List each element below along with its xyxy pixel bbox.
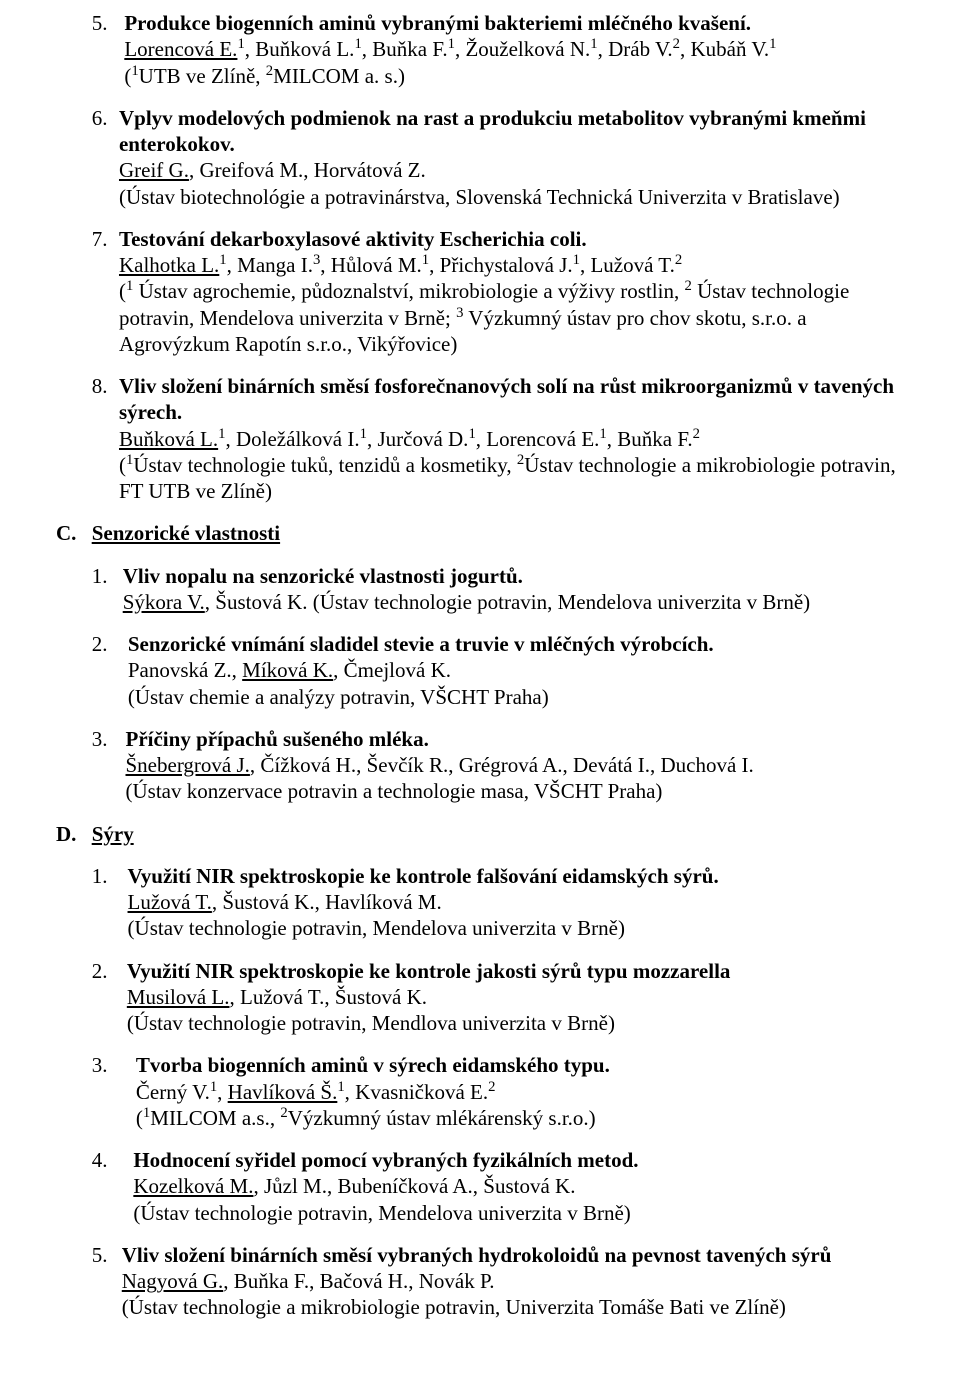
item-authors: Černý V.1, Havlíková Š.1, Kvasničková E.… — [136, 1080, 496, 1104]
item-authors: Šnebergrová J., Čížková H., Ševčík R., G… — [126, 753, 754, 777]
section-d-items: 1.Využití NIR spektroskopie ke kontrole … — [92, 863, 904, 1321]
list-item: 5.Vliv složení binárních směsí vybraných… — [92, 1242, 904, 1321]
item-affiliation: (Ústav technologie potravin, Mendelova u… — [128, 916, 625, 940]
list-item: 6.Vplyv modelových podmienok na rast a p… — [92, 105, 904, 210]
item-number: 5. — [92, 1242, 122, 1321]
item-authors: Lorencová E.1, Buňková L.1, Buňka F.1, Ž… — [124, 37, 776, 61]
item-authors: Greif G., Greifová M., Horvátová Z. — [119, 158, 426, 182]
item-body: Vliv nopalu na senzorické vlastnosti jog… — [123, 563, 904, 616]
item-number: 1. — [92, 563, 123, 616]
item-title: Vliv složení binárních směsí vybraných h… — [122, 1243, 832, 1267]
item-authors: Musilová L., Lužová T., Šustová K. — [127, 985, 427, 1009]
item-body: Vliv složení binárních směsí fosforečnan… — [119, 373, 904, 504]
item-body: Produkce biogenních aminů vybranými bakt… — [124, 10, 904, 89]
item-body: Využití NIR spektroskopie ke kontrole fa… — [128, 863, 904, 942]
item-affiliation: (1Ústav technologie tuků, tenzidů a kosm… — [119, 453, 896, 503]
item-number: 2. — [92, 958, 127, 1037]
item-affiliation: (Ústav chemie a analýzy potravin, VŠCHT … — [128, 685, 549, 709]
item-authors: Lužová T., Šustová K., Havlíková M. — [128, 890, 442, 914]
item-affiliation: (Ústav technologie potravin, Mendlova un… — [127, 1011, 615, 1035]
list-item: 3.Tvorba biogenních aminů v sýrech eidam… — [92, 1052, 904, 1131]
item-title: Vplyv modelových podmienok na rast a pro… — [119, 106, 866, 156]
item-number: 3. — [92, 1052, 136, 1131]
item-number: 7. — [92, 226, 119, 357]
list-item: 7.Testování dekarboxylasové aktivity Esc… — [92, 226, 904, 357]
item-number: 4. — [92, 1147, 134, 1226]
item-number: 6. — [92, 105, 119, 210]
item-affiliation: (1UTB ve Zlíně, 2MILCOM a. s.) — [124, 64, 405, 88]
item-affiliation: (Ústav biotechnológie a potravinárstva, … — [119, 185, 840, 209]
list-item: 2.Senzorické vnímání sladidel stevie a t… — [92, 631, 904, 710]
item-number: 1. — [92, 863, 128, 942]
item-affiliation: (Ústav technologie potravin, Mendelova u… — [133, 1201, 630, 1225]
item-title: Vliv složení binárních směsí fosforečnan… — [119, 374, 894, 424]
item-title: Vliv nopalu na senzorické vlastnosti jog… — [123, 564, 523, 588]
item-body: Hodnocení syřidel pomocí vybraných fyzik… — [133, 1147, 904, 1226]
item-body: Tvorba biogenních aminů v sýrech eidamsk… — [136, 1052, 904, 1131]
item-number: 3. — [92, 726, 126, 805]
list-item: 4.Hodnocení syřidel pomocí vybraných fyz… — [92, 1147, 904, 1226]
item-number: 2. — [92, 631, 128, 710]
item-title: Testování dekarboxylasové aktivity Esche… — [119, 227, 587, 251]
item-body: Vplyv modelových podmienok na rast a pro… — [119, 105, 904, 210]
item-title: Využití NIR spektroskopie ke kontrole fa… — [128, 864, 719, 888]
item-authors: Nagyová G., Buňka F., Bačová H., Novák P… — [122, 1269, 495, 1293]
item-affiliation: (Ústav technologie a mikrobiologie potra… — [122, 1295, 786, 1319]
item-body: Vliv složení binárních směsí vybraných h… — [122, 1242, 904, 1321]
item-number: 8. — [92, 373, 119, 504]
item-authors: Kozelková M., Jůzl M., Bubeníčková A., Š… — [133, 1174, 575, 1198]
item-authors: Panovská Z., Míková K., Čmejlová K. — [128, 658, 451, 682]
section-letter: D. — [56, 821, 92, 847]
item-authors: Kalhotka L.1, Manga I.3, Hůlová M.1, Při… — [119, 253, 682, 277]
section-title: Senzorické vlastnosti — [92, 520, 904, 546]
item-title: Tvorba biogenních aminů v sýrech eidamsk… — [136, 1053, 610, 1077]
item-title: Produkce biogenních aminů vybranými bakt… — [124, 11, 751, 35]
section-c-items: 1.Vliv nopalu na senzorické vlastnosti j… — [92, 563, 904, 805]
items-group-top: 5.Produkce biogenních aminů vybranými ba… — [92, 10, 904, 504]
list-item: 1.Vliv nopalu na senzorické vlastnosti j… — [92, 563, 904, 616]
section-c-header: C. Senzorické vlastnosti — [56, 520, 904, 546]
item-number: 5. — [92, 10, 125, 89]
item-body: Využití NIR spektroskopie ke kontrole ja… — [127, 958, 904, 1037]
item-title: Využití NIR spektroskopie ke kontrole ja… — [127, 959, 731, 983]
item-authors: Buňková L.1, Doležálková I.1, Jurčová D.… — [119, 427, 700, 451]
section-letter: C. — [56, 520, 92, 546]
item-body: Testování dekarboxylasové aktivity Esche… — [119, 226, 904, 357]
item-affiliation: (1 Ústav agrochemie, půdoznalství, mikro… — [119, 279, 849, 356]
item-affiliation: (Ústav konzervace potravin a technologie… — [126, 779, 663, 803]
list-item: 5.Produkce biogenních aminů vybranými ba… — [92, 10, 904, 89]
item-body: Senzorické vnímání sladidel stevie a tru… — [128, 631, 904, 710]
list-item: 8.Vliv složení binárních směsí fosforečn… — [92, 373, 904, 504]
item-title: Příčiny přípachů sušeného mléka. — [126, 727, 429, 751]
list-item: 3.Příčiny přípachů sušeného mléka.Šneber… — [92, 726, 904, 805]
list-item: 2.Využití NIR spektroskopie ke kontrole … — [92, 958, 904, 1037]
section-d-header: D. Sýry — [56, 821, 904, 847]
section-title: Sýry — [92, 821, 904, 847]
item-authors: Sýkora V., Šustová K. (Ústav technologie… — [123, 590, 810, 614]
item-title: Hodnocení syřidel pomocí vybraných fyzik… — [133, 1148, 638, 1172]
document-page: 5.Produkce biogenních aminů vybranými ba… — [0, 0, 960, 1367]
list-item: 1.Využití NIR spektroskopie ke kontrole … — [92, 863, 904, 942]
item-title: Senzorické vnímání sladidel stevie a tru… — [128, 632, 714, 656]
item-affiliation: (1MILCOM a.s., 2Výzkumný ústav mlékárens… — [136, 1106, 596, 1130]
item-body: Příčiny přípachů sušeného mléka.Šnebergr… — [126, 726, 905, 805]
